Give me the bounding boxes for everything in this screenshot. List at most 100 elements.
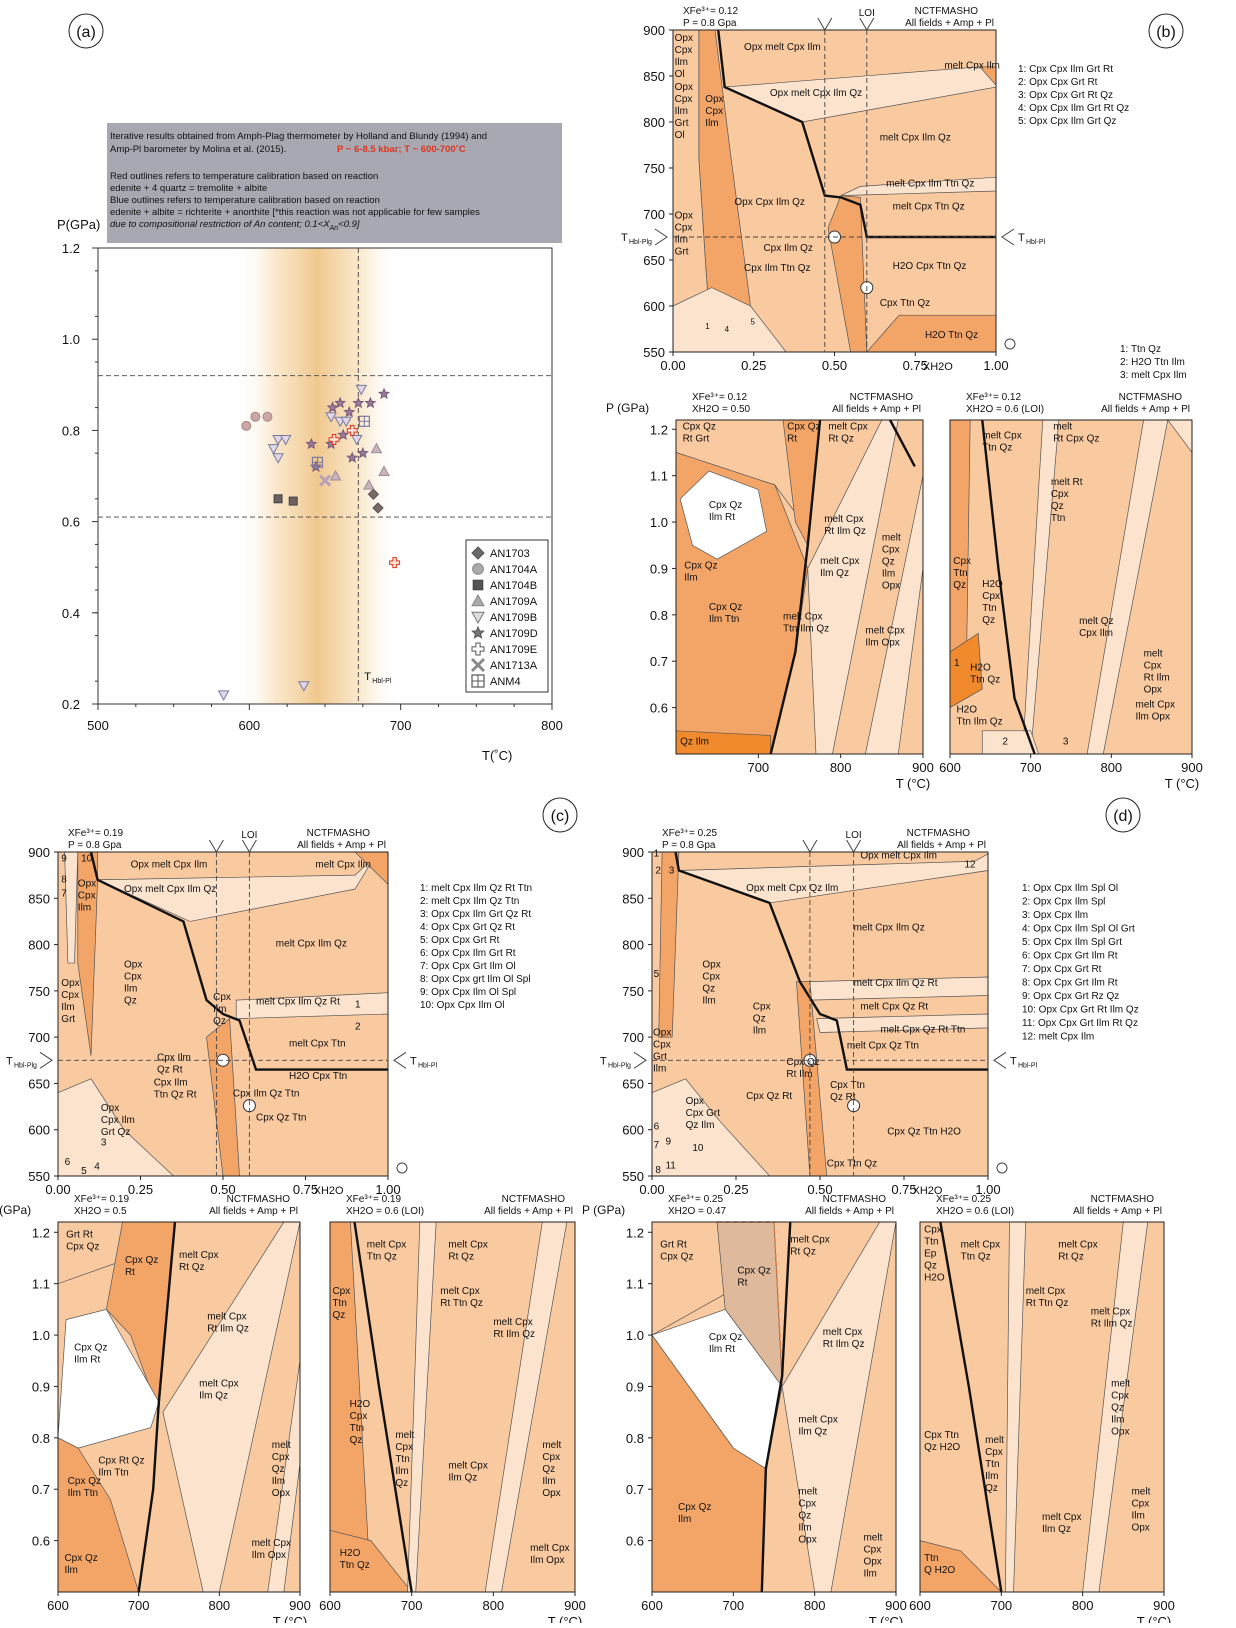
- field-label: H2O: [350, 1399, 371, 1410]
- y-tick-label: 0.7: [650, 654, 668, 669]
- melt-band-c: [162, 1221, 301, 1593]
- x-axis-label: T (°C): [273, 1614, 308, 1623]
- field-label: melt Cpx: [367, 1240, 406, 1251]
- cross-stroke: [470, 657, 486, 673]
- x-tick-label: 700: [401, 1598, 423, 1613]
- field-label: Qz: [332, 1310, 345, 1321]
- x-tick-label: 800: [541, 718, 563, 733]
- y-tick-label: 700: [622, 1030, 644, 1045]
- x-tick-label: 0.00: [660, 358, 685, 373]
- y-tick-label: 900: [643, 23, 665, 38]
- legend-entry: AN1703: [490, 548, 530, 560]
- field-label: Ilm Ttn: [68, 1488, 98, 1499]
- panel-c-pseudosection-xh2o: Opx melt Cpx Ilm Opx melt Cpx Ilm Qz melt …: [6, 828, 532, 1197]
- field-label: Qz: [395, 1478, 408, 1489]
- field-label: Cpx Ilm: [157, 1052, 191, 1063]
- y-axis-label: P (GPa): [582, 1203, 625, 1217]
- y-tick-label: 1.0: [62, 332, 80, 347]
- y-tick-label: 1.0: [650, 515, 668, 530]
- field-label: Cpx Qz Ttn: [256, 1112, 306, 1123]
- t-sub-left: Hbl-Plg: [629, 239, 652, 246]
- x-tick-label: 600: [641, 1598, 663, 1613]
- legend-entry: AN1704B: [490, 580, 537, 592]
- t-label-left: T: [600, 1055, 607, 1067]
- field-label: melt: [798, 1486, 817, 1497]
- field-label: Cpx Qz: [66, 1241, 99, 1252]
- x-axis-label: T (°C): [1137, 1614, 1172, 1623]
- marker-square: [273, 494, 283, 504]
- composition-marker: [846, 839, 862, 853]
- frame: [57, 1221, 301, 1593]
- marker-plus: [389, 557, 401, 569]
- y-tick-label: 650: [28, 1076, 50, 1091]
- marker-star: [337, 428, 350, 441]
- field-label: melt Qz: [1079, 616, 1113, 627]
- field-label: melt Cpx: [790, 1235, 829, 1246]
- y-tick-label: 800: [622, 938, 644, 953]
- field-label: Qz Ilm: [680, 737, 709, 748]
- field-label: Grt Rt: [660, 1240, 687, 1251]
- loi-label: LOI: [846, 830, 862, 841]
- x-tick-label: 700: [747, 760, 769, 775]
- field-label: Opx: [1144, 685, 1162, 696]
- y-tick-label: 700: [643, 207, 665, 222]
- y-tick-label: 0.6: [62, 515, 80, 530]
- cpx-qz-ilm-rt-field: [679, 470, 767, 560]
- field-label: melt: [395, 1430, 414, 1441]
- marker-triangle: [378, 465, 390, 476]
- legend-entry: AN1709B: [490, 612, 537, 624]
- system-header: NCTFMASHO: [1091, 1194, 1155, 1205]
- field-label: Ttn: [982, 603, 996, 614]
- composition-marker: [802, 839, 818, 853]
- field-label: Cpx Qz: [678, 1502, 711, 1513]
- x-axis-label: T (°C): [869, 1614, 904, 1623]
- field-label: melt Cpx Qz Rt: [860, 1001, 928, 1012]
- field-label: Ilm: [985, 1471, 998, 1482]
- field-label: Ilm: [882, 569, 895, 580]
- field-label: Ep: [924, 1248, 937, 1259]
- side-list-item: 1: Cpx Cpx Ilm Grt Rt: [1018, 64, 1113, 75]
- field-label-opx-cpx-ilm-ol: Cpx: [675, 45, 693, 56]
- x-tick-label: 0.50: [210, 1182, 235, 1197]
- side-list-item: 3: Opx Cpx Grt Rt Qz: [1018, 90, 1113, 101]
- water-header: XH2O = 0.6 (LOI): [936, 1206, 1014, 1217]
- field-number: 2: [655, 865, 661, 876]
- field-label: Cpx Qz: [74, 1342, 107, 1353]
- field-label: Cpx: [1131, 1498, 1149, 1509]
- water-header: XH2O = 0.6 (LOI): [966, 404, 1044, 415]
- water-header: XH2O = 0.6 (LOI): [346, 1206, 424, 1217]
- marker-triangle-down: [272, 435, 284, 446]
- t-arrow-right: [993, 1051, 1007, 1069]
- cross-stroke: [318, 474, 332, 487]
- y-tick-label: 550: [622, 1169, 644, 1184]
- t-label-right: T: [1010, 1055, 1017, 1067]
- field-label: Cpx: [702, 972, 720, 983]
- field-label: Ttn: [1051, 513, 1065, 524]
- side-list-item: 3: Opx Cpx Ilm Grt Qz Rt: [420, 909, 531, 920]
- field-label: H2O Cpx Ttn: [289, 1071, 347, 1082]
- field-label: Ttn: [953, 568, 967, 579]
- frame: [675, 419, 924, 755]
- field-label: Cpx Ilm: [1079, 628, 1113, 639]
- x-tick-label: 700: [722, 1598, 744, 1613]
- pressure-header: P = 0.8 Gpa: [683, 18, 737, 29]
- field-label: Cpx Qz: [787, 421, 820, 432]
- y-tick-label: 1.1: [626, 1277, 644, 1292]
- marker-triangle-down: [355, 384, 368, 396]
- legend-entry: ANM4: [490, 676, 521, 688]
- t-label-right: T: [410, 1055, 417, 1067]
- x-tick-label: 800: [1072, 1598, 1094, 1613]
- field-label: Cpx: [332, 1286, 350, 1297]
- field-label: Ilm Qz: [798, 1426, 827, 1437]
- field-label: Opx: [542, 1488, 560, 1499]
- field-label-opx-cpx-ilm-grt-ol: Opx: [675, 82, 693, 93]
- x-axis-label: T (°C): [896, 776, 931, 791]
- field-label: Ilm Qz: [448, 1473, 477, 1484]
- x-axis-label: T (°C): [548, 1614, 583, 1623]
- info-line-3: Red outlines refers to temperature calib…: [110, 171, 378, 182]
- side-list-item: 4: Opx Cpx Ilm Spl Ol Grt: [1022, 924, 1135, 935]
- x-tick-label: 800: [208, 1598, 230, 1613]
- field-label: Ilm: [753, 1025, 766, 1036]
- composition-header: XFe³⁺= 0.12: [966, 392, 1021, 403]
